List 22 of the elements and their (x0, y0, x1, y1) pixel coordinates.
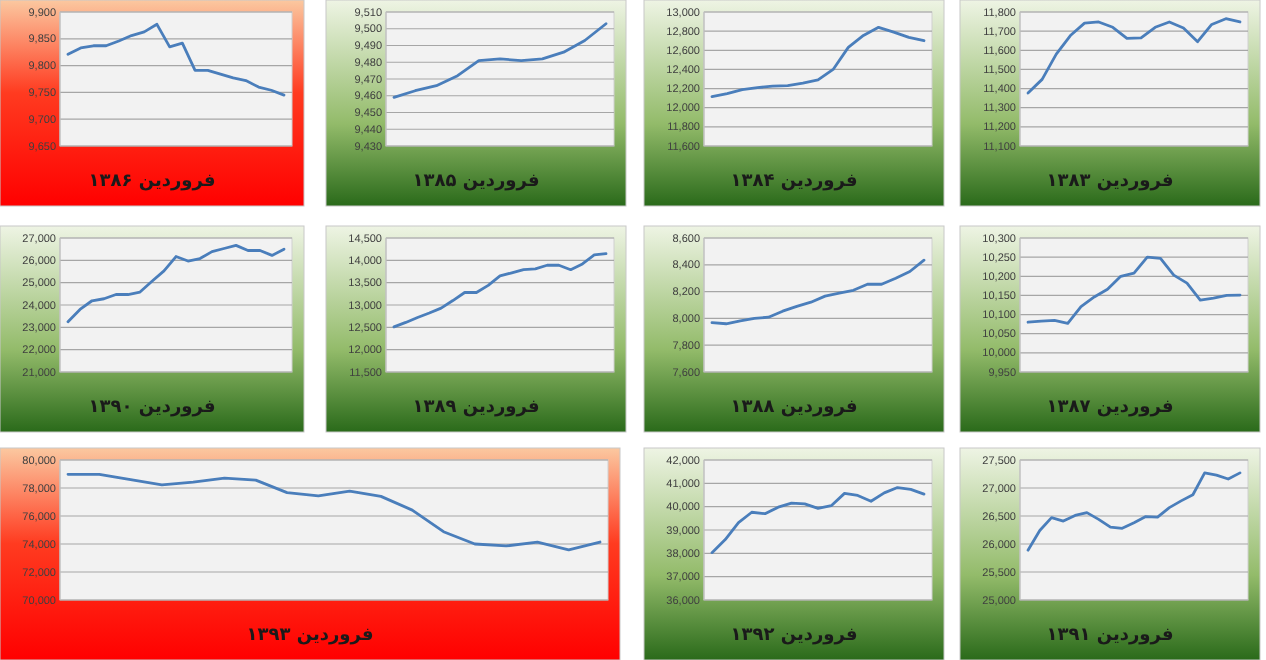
text: فروردین ۱۳۹۳ (246, 626, 374, 646)
text: فروردین ۱۳۹۲ (730, 626, 858, 646)
line-series (392, 252, 608, 329)
line-series (1026, 471, 1242, 552)
text: فروردین ۱۳۸۸ (730, 398, 858, 418)
line-series (1026, 255, 1242, 325)
text: فروردین ۱۳۹۰ (88, 398, 216, 418)
text: فروردین ۱۳۸۷ (1046, 398, 1174, 418)
line-series (66, 243, 286, 324)
text: فروردین ۱۳۸۴ (730, 172, 858, 192)
line-series (66, 22, 286, 97)
text: فروردین ۱۳۹۱ (1046, 626, 1174, 646)
text: فروردین ۱۳۸۹ (412, 398, 540, 418)
text: فروردین ۱۳۸۳ (1046, 172, 1174, 192)
text: فروردین ۱۳۸۶ (88, 172, 216, 192)
text: فروردین ۱۳۸۵ (412, 172, 540, 192)
line-series (710, 258, 926, 326)
line-series (710, 486, 926, 555)
line-series (392, 22, 608, 99)
line-series (66, 472, 602, 552)
line-series (1026, 17, 1242, 95)
line-series (710, 25, 926, 99)
